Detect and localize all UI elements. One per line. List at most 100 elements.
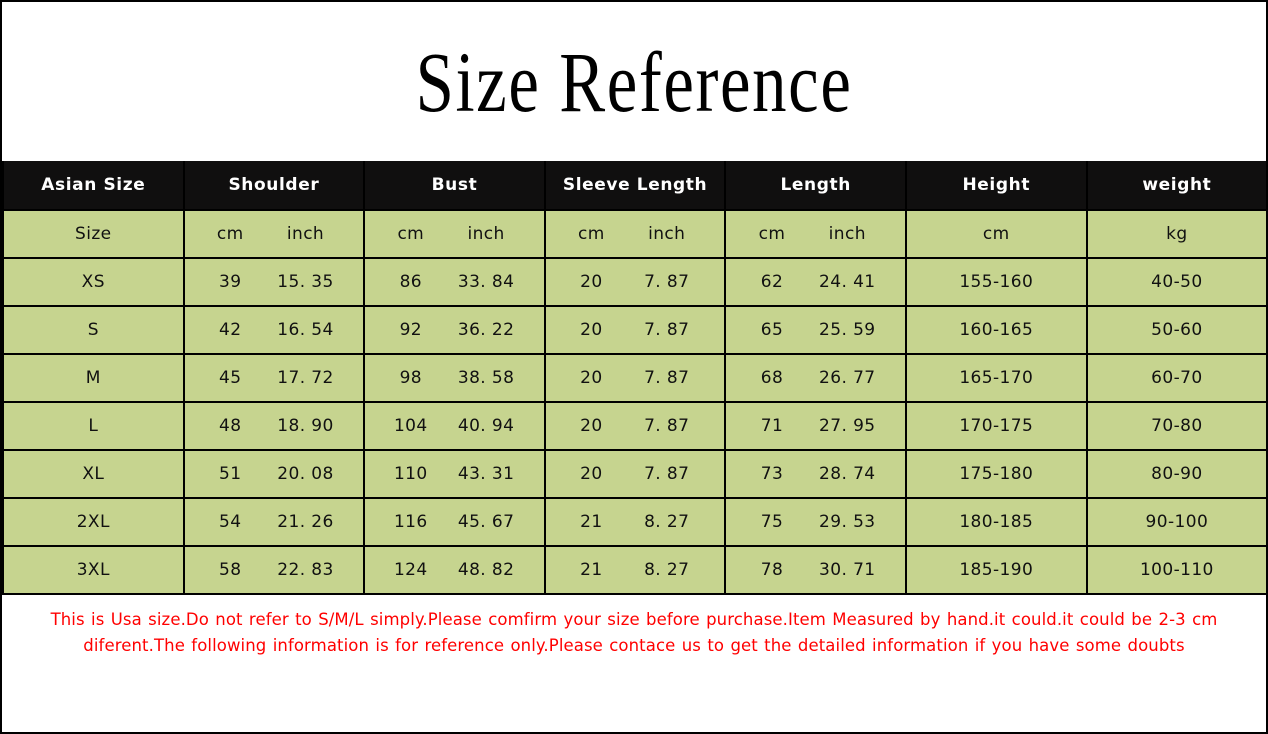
cell-bust-cm: 110 — [393, 464, 428, 484]
cell-shoulder-cm: 51 — [218, 464, 242, 484]
cell-length-inch: 24. 41 — [819, 272, 876, 292]
cell-bust-cm: 104 — [393, 416, 428, 436]
unit-length-inch: inch — [828, 224, 866, 244]
footnote-disclaimer: This is Usa size.Do not refer to S/M/L s… — [50, 610, 1218, 655]
cell-sleeve-inch: 7. 87 — [644, 464, 690, 484]
cell-weight: 80-90 — [1085, 449, 1268, 499]
column-header-shoulder: Shoulder — [182, 161, 366, 211]
cell-size: 3XL — [2, 545, 185, 595]
cell-height: 175-180 — [904, 449, 1088, 499]
column-header-length: Length — [724, 161, 907, 211]
cell-size: XL — [2, 449, 185, 499]
cell-sleeve: 21 8. 27 — [543, 497, 727, 547]
cell-length-inch: 27. 95 — [819, 416, 876, 436]
unit-bust-cm: cm — [397, 224, 425, 244]
cell-sleeve-inch: 7. 87 — [644, 416, 690, 436]
column-header-weight: weight — [1085, 161, 1268, 211]
cell-bust-inch: 33. 84 — [457, 272, 515, 292]
title-area: Size Reference — [2, 2, 1266, 161]
cell-sleeve: 20 7. 87 — [543, 401, 727, 451]
cell-weight: 90-100 — [1085, 497, 1268, 547]
cell-weight: 70-80 — [1085, 401, 1268, 451]
cell-length-cm: 71 — [760, 416, 784, 436]
cell-length: 68 26. 77 — [724, 353, 907, 403]
table-header: Asian Size Shoulder Bust Sleeve Length L… — [2, 161, 1268, 211]
cell-sleeve-inch: 7. 87 — [644, 272, 690, 292]
cell-length: 62 24. 41 — [724, 257, 907, 307]
cell-length-inch: 30. 71 — [819, 560, 876, 580]
cell-length-inch: 25. 59 — [819, 320, 876, 340]
cell-sleeve-inch: 8. 27 — [644, 560, 690, 580]
cell-shoulder-cm: 39 — [218, 272, 242, 292]
cell-length-cm: 68 — [760, 368, 784, 388]
cell-shoulder-cm: 58 — [218, 560, 242, 580]
cell-sleeve-inch: 8. 27 — [644, 512, 690, 532]
unit-length-cm: cm — [758, 224, 786, 244]
cell-weight: 100-110 — [1085, 545, 1268, 595]
cell-sleeve-inch: 7. 87 — [644, 320, 690, 340]
table-row: XL 51 20. 08 110 43. 31 20 7. 87 73 28. 74 1… — [2, 449, 1268, 499]
table-row: 3XL 58 22. 83 124 48. 82 21 8. 27 78 30. 71 … — [2, 545, 1268, 595]
cell-length-inch: 29. 53 — [819, 512, 876, 532]
cell-shoulder-cm: 54 — [218, 512, 242, 532]
cell-shoulder: 48 18. 90 — [182, 401, 366, 451]
cell-shoulder-inch: 22. 83 — [277, 560, 334, 580]
unit-sleeve-inch: inch — [648, 224, 686, 244]
table-body: Size cm inch cm inch cm inch — [2, 209, 1268, 595]
cell-size: 2XL — [2, 497, 185, 547]
cell-shoulder: 51 20. 08 — [182, 449, 366, 499]
unit-cell-height: cm — [904, 209, 1088, 259]
unit-cell-sleeve: cm inch — [543, 209, 727, 259]
cell-height: 185-190 — [904, 545, 1088, 595]
cell-height: 170-175 — [904, 401, 1088, 451]
cell-sleeve-inch: 7. 87 — [644, 368, 690, 388]
cell-bust-inch: 43. 31 — [457, 464, 515, 484]
cell-bust-inch: 38. 58 — [457, 368, 515, 388]
unit-cell-bust: cm inch — [363, 209, 546, 259]
cell-shoulder: 45 17. 72 — [182, 353, 366, 403]
cell-shoulder: 54 21. 26 — [182, 497, 366, 547]
cell-bust-inch: 40. 94 — [457, 416, 515, 436]
cell-size: L — [2, 401, 185, 451]
cell-shoulder: 39 15. 35 — [182, 257, 366, 307]
cell-height: 165-170 — [904, 353, 1088, 403]
cell-shoulder: 58 22. 83 — [182, 545, 366, 595]
cell-shoulder-inch: 20. 08 — [277, 464, 334, 484]
cell-shoulder-inch: 18. 90 — [277, 416, 334, 436]
cell-length: 78 30. 71 — [724, 545, 907, 595]
table-row: L 48 18. 90 104 40. 94 20 7. 87 71 27. 95 17… — [2, 401, 1268, 451]
cell-bust-cm: 116 — [393, 512, 428, 532]
cell-length: 71 27. 95 — [724, 401, 907, 451]
cell-sleeve-cm: 21 — [580, 512, 603, 532]
unit-cell-shoulder: cm inch — [182, 209, 366, 259]
unit-sleeve-cm: cm — [578, 224, 605, 244]
header-row: Asian Size Shoulder Bust Sleeve Length L… — [2, 161, 1268, 211]
table-row: M 45 17. 72 98 38. 58 20 7. 87 68 26. 77 165… — [2, 353, 1268, 403]
cell-length-inch: 26. 77 — [819, 368, 876, 388]
unit-shoulder-inch: inch — [286, 224, 325, 244]
table-row: 2XL 54 21. 26 116 45. 67 21 8. 27 75 29. 53 … — [2, 497, 1268, 547]
cell-sleeve-cm: 20 — [580, 368, 603, 388]
cell-weight: 60-70 — [1085, 353, 1268, 403]
cell-shoulder-cm: 42 — [218, 320, 242, 340]
cell-sleeve-cm: 20 — [580, 320, 603, 340]
cell-length-cm: 78 — [760, 560, 784, 580]
column-header-bust: Bust — [363, 161, 546, 211]
cell-bust-inch: 48. 82 — [457, 560, 515, 580]
cell-sleeve-cm: 20 — [580, 416, 603, 436]
cell-bust: 92 36. 22 — [363, 305, 546, 355]
cell-size: M — [2, 353, 185, 403]
cell-weight: 50-60 — [1085, 305, 1268, 355]
table-row: XS 39 15. 35 86 33. 84 20 7. 87 62 24. 41 15… — [2, 257, 1268, 307]
cell-length-cm: 73 — [760, 464, 784, 484]
cell-shoulder-inch: 16. 54 — [277, 320, 334, 340]
cell-bust: 86 33. 84 — [363, 257, 546, 307]
cell-height: 160-165 — [904, 305, 1088, 355]
cell-length-cm: 62 — [760, 272, 784, 292]
cell-sleeve: 20 7. 87 — [543, 305, 727, 355]
unit-cell-weight: kg — [1085, 209, 1268, 259]
cell-bust: 98 38. 58 — [363, 353, 546, 403]
column-header-sleeve-length: Sleeve Length — [543, 161, 727, 211]
cell-sleeve: 20 7. 87 — [543, 353, 727, 403]
page-title: Size Reference — [415, 33, 853, 130]
